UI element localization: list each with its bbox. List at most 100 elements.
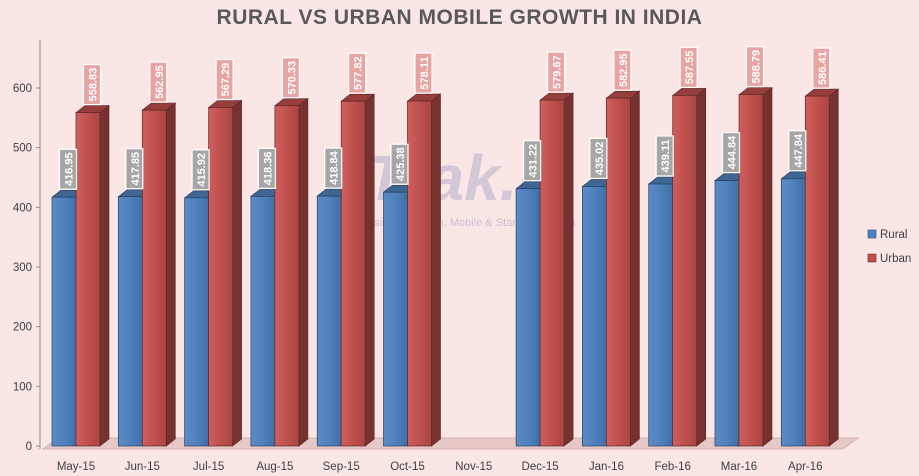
bars xyxy=(51,87,840,447)
data-label-box xyxy=(149,61,168,103)
bar-urban xyxy=(738,94,764,447)
y-axis: 0 100 200 300 400 500 600 xyxy=(13,40,41,453)
bar-side-urban xyxy=(166,102,176,447)
bar-urban xyxy=(340,100,366,447)
bar-urban xyxy=(274,105,300,447)
x-axis: May-15 Jun-15 Jul-15 Aug-15 Sep-15 Oct-15 Nov-… xyxy=(57,461,823,473)
data-label-text: 431.22 xyxy=(528,144,540,178)
x-tick-label: Aug-15 xyxy=(256,461,293,473)
data-label-urban: 587.55 xyxy=(679,46,698,89)
y-tick-label: 300 xyxy=(13,262,32,274)
data-label-box xyxy=(655,135,674,177)
data-label-box xyxy=(788,130,807,172)
x-tick-label: Jul-15 xyxy=(193,461,224,473)
data-label-box xyxy=(390,143,409,185)
data-label-box xyxy=(191,149,210,191)
data-label-text: 577.82 xyxy=(353,56,365,90)
data-label-urban: 567.29 xyxy=(215,58,234,101)
bar-side-urban xyxy=(828,88,839,447)
data-label-rural: 447.84 xyxy=(788,130,807,172)
x-tick-label: Jan-16 xyxy=(589,461,624,473)
chart-title: RURAL VS URBAN MOBILE GROWTH IN INDIA xyxy=(216,6,703,29)
bar-rural xyxy=(515,188,541,447)
data-label-rural: 439.11 xyxy=(655,135,674,177)
x-tick-label: Dec-15 xyxy=(522,461,559,473)
data-label-text: 570.33 xyxy=(286,61,298,95)
bar-side-urban xyxy=(431,93,441,447)
bar-side-urban xyxy=(696,87,707,447)
data-label-text: 567.29 xyxy=(220,63,232,97)
data-label-text: 578.11 xyxy=(419,57,431,90)
y-tick-label: 100 xyxy=(13,381,32,393)
bar-side-urban xyxy=(232,99,242,447)
data-label-text: 418.36 xyxy=(262,152,274,186)
data-label-text: 579.67 xyxy=(552,55,564,89)
data-labels: 416.95 558.83 417.85 562.95 415.92 567.29 418.… xyxy=(58,46,831,191)
data-label-rural: 418.36 xyxy=(257,147,276,189)
data-label-box xyxy=(589,137,608,180)
data-label-urban: 586.41 xyxy=(812,47,831,89)
data-label-text: 417.85 xyxy=(130,152,142,186)
legend-swatch-urban xyxy=(867,253,877,263)
bar-side-urban xyxy=(99,104,110,447)
data-label-rural: 418.84 xyxy=(324,147,343,189)
data-label-rural: 415.92 xyxy=(191,149,210,191)
x-tick-label: May-15 xyxy=(57,461,95,473)
data-label-text: 439.11 xyxy=(660,139,672,172)
data-label-rural: 416.95 xyxy=(58,148,78,190)
data-label-box xyxy=(281,57,300,99)
data-label-text: 425.38 xyxy=(395,147,407,181)
data-label-box xyxy=(745,46,765,88)
legend-label-urban: Urban xyxy=(880,253,911,265)
data-label-text: 416.95 xyxy=(64,152,76,186)
data-label-box xyxy=(721,131,741,174)
bar-rural xyxy=(648,183,674,447)
y-tick-label: 0 xyxy=(26,441,32,453)
x-tick-label: Jun-15 xyxy=(125,461,160,473)
data-label-box xyxy=(812,47,831,89)
data-label-urban: 570.33 xyxy=(281,57,300,99)
data-label-text: 588.79 xyxy=(751,50,763,84)
bar-rural xyxy=(184,197,209,447)
bar-rural xyxy=(51,196,77,447)
legend-swatch-rural xyxy=(867,229,877,239)
bar-rural xyxy=(250,196,276,447)
bar-urban xyxy=(672,95,698,447)
data-label-box xyxy=(58,148,78,190)
data-label-rural: 425.38 xyxy=(390,143,409,185)
data-label-text: 435.02 xyxy=(594,142,606,176)
bar-urban xyxy=(606,97,631,447)
bar-urban xyxy=(407,100,432,447)
bar-rural xyxy=(316,195,342,447)
data-label-urban: 562.95 xyxy=(149,61,168,103)
bar-rural xyxy=(117,196,143,447)
data-label-rural: 431.22 xyxy=(522,140,542,182)
data-label-box xyxy=(613,49,632,91)
x-tick-label: Apr-16 xyxy=(788,461,823,473)
data-label-text: 587.55 xyxy=(684,51,696,85)
bar-urban xyxy=(141,109,167,447)
bar-side-urban xyxy=(364,93,375,447)
legend-label-rural: Rural xyxy=(880,229,907,241)
bar-urban xyxy=(208,107,233,447)
bar-rural xyxy=(582,186,607,447)
x-tick-label: Feb-16 xyxy=(654,461,690,473)
y-tick-label: 500 xyxy=(13,143,32,155)
x-tick-label: Sep-15 xyxy=(323,461,360,473)
data-label-text: 562.95 xyxy=(154,65,166,99)
bar-urban xyxy=(804,95,830,447)
x-tick-label: Mar-16 xyxy=(721,461,757,473)
data-label-rural: 444.84 xyxy=(721,131,741,174)
legend: Rural Urban xyxy=(867,229,911,265)
bar-side-urban xyxy=(563,92,574,447)
data-label-text: 582.95 xyxy=(618,53,630,87)
data-label-box xyxy=(546,51,566,93)
x-tick-label: Nov-15 xyxy=(455,461,492,473)
data-label-box xyxy=(522,140,542,182)
data-label-box xyxy=(679,46,698,89)
data-label-box xyxy=(348,52,367,94)
bar-urban xyxy=(539,99,565,447)
data-label-urban: 577.82 xyxy=(348,52,367,94)
